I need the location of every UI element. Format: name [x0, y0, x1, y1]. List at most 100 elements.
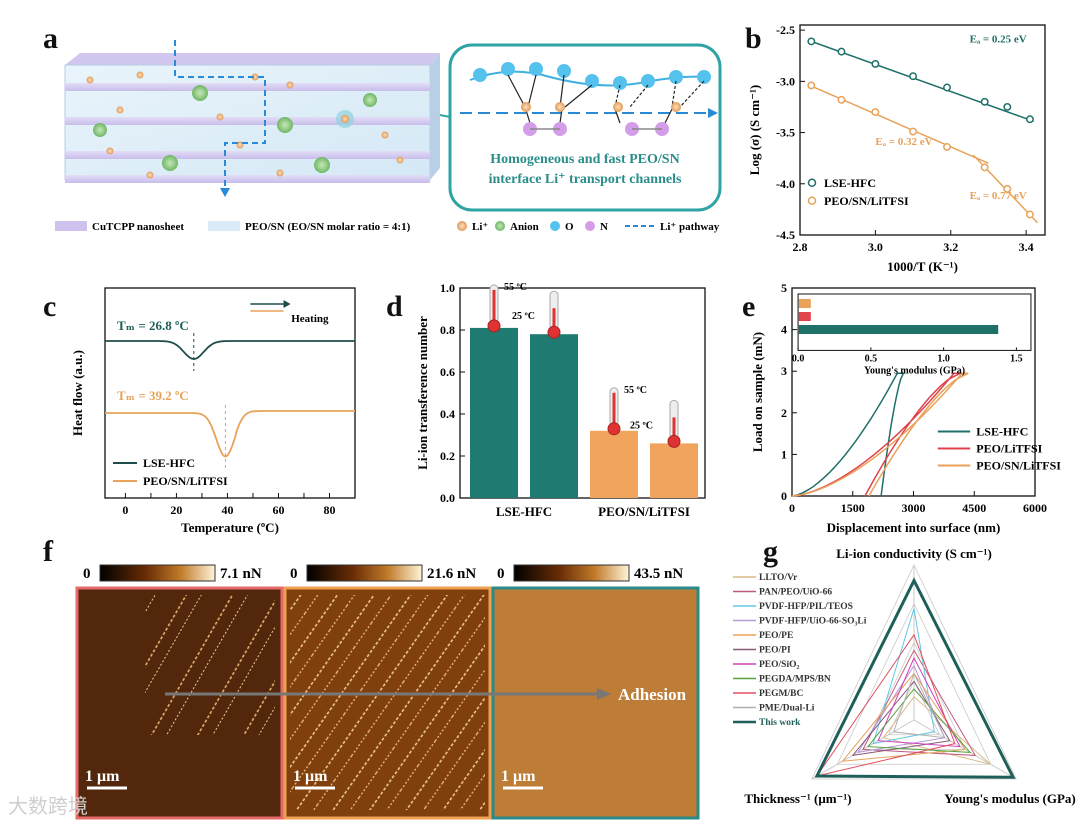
y-tick-label: 0.8 [440, 323, 455, 337]
y-tick-label: -4.0 [776, 177, 795, 191]
afm-image-1: 1 μm [75, 586, 284, 820]
legend-label: PEO/PE [759, 631, 793, 641]
plot-frame [459, 287, 706, 499]
legend-marker [807, 178, 817, 188]
colorbar-1-max: 7.1 nN [220, 566, 262, 582]
panel-c-chart: 0 20 40 60 80 Temperature (ºC) Heat flow (a.u.… [70, 287, 356, 535]
fit-line-peo-low [807, 83, 989, 164]
legend-label: PEO/SN/LiTFSI [143, 474, 228, 488]
panel-f-afm: 0 7.1 nN 0 21.6 nN 0 43.5 nN 1 μm 1 μm 1… [75, 564, 700, 820]
y-tick-label: -2.5 [776, 23, 795, 37]
y-tick-label: 1 [781, 447, 787, 461]
legend-label: This work [759, 718, 801, 728]
inset-bar [798, 325, 999, 334]
legend-peo-sn: PEO/SN (EO/SN molar ratio = 4:1) [245, 221, 411, 233]
data-point [909, 127, 918, 136]
thermometer-fill [612, 392, 616, 425]
inset-tick-label: 0.5 [865, 353, 878, 364]
annotation-ea-032: Eₐ = 0.32 eV [875, 136, 932, 148]
load-displacement-curve [791, 372, 961, 497]
panel-label-g: g [763, 535, 778, 568]
y-tick-label: 0.2 [440, 449, 455, 463]
colorbar-2-max: 21.6 nN [427, 566, 476, 582]
afm-image-3: 1 μm [491, 586, 700, 820]
bar [470, 327, 518, 498]
inset-bar [798, 299, 811, 308]
thermometer-bulb [487, 319, 501, 333]
legend-label: PME/Dual-Li [759, 704, 815, 714]
x-axis-label: 1000/T (K⁻¹) [887, 259, 958, 274]
y-tick-label: 3 [781, 364, 787, 378]
thermometer-bulb [547, 325, 561, 339]
x-tick-label: 0 [789, 501, 795, 515]
data-point [1003, 184, 1012, 193]
panel-label-b: b [745, 22, 762, 55]
legend-label: LLTO/Vr [759, 573, 798, 583]
heat-flow-curve [105, 410, 355, 458]
afm-image-2: 1 μm [283, 586, 492, 820]
annotation-ea-077: Eₐ = 0.77 eV [970, 190, 1027, 202]
y-tick-label: 1.0 [440, 281, 455, 295]
legend-label: PEO/LiTFSI [976, 442, 1042, 456]
x-tick-label: 20 [170, 503, 182, 517]
colorbar-3-min: 0 [497, 566, 505, 582]
thermometer-fill [492, 289, 496, 322]
y-tick-label: 0.4 [440, 407, 455, 421]
interface-callout: Homogeneous and fast PEO/SN interface Li… [448, 43, 722, 212]
adhesion-arrow: Adhesion [165, 685, 687, 704]
inset-bar [798, 312, 811, 321]
legend-label: PVDF-HFP/PIL/TEOS [759, 602, 853, 612]
legend-n: N [600, 221, 608, 233]
data-point [980, 97, 989, 106]
panel-g-radar: Li-ion conductivity (S cm⁻¹) Thickness⁻¹ … [733, 546, 1076, 806]
legend-label: PEO/SN/LiTFSI [824, 194, 909, 208]
data-point [943, 83, 951, 92]
x-tick-label: 0 [122, 503, 128, 517]
category-label: PEO/SN/LiTFSI [598, 504, 690, 519]
data-point [807, 81, 816, 90]
callout-line1: Homogeneous and fast PEO/SN [490, 152, 679, 167]
y-tick-label: -4.5 [776, 228, 795, 242]
bar [530, 334, 578, 498]
panel-label-a: a [43, 22, 58, 55]
radar-series [856, 664, 946, 754]
legend-li: Li⁺ [472, 221, 488, 233]
watermark: 大数跨境 [8, 794, 88, 818]
scalebar-3: 1 μm [501, 768, 536, 785]
inset-tick-label: 1.0 [937, 353, 950, 364]
y-tick-label: 4 [781, 323, 787, 337]
radar-series [867, 688, 972, 753]
radar-series [892, 672, 946, 739]
legend-marker [807, 196, 817, 206]
legend-pathway: Li⁺ pathway [660, 221, 720, 233]
x-tick-label: 60 [272, 503, 284, 517]
x-tick-label: 3.2 [943, 240, 958, 254]
x-tick-label: 2.8 [793, 240, 808, 254]
callout-line2: interface Li⁺ transport channels [489, 172, 682, 187]
legend-label: PVDF-HFP/UiO-66-SO₃Li [759, 617, 867, 627]
x-tick-label: 3000 [902, 501, 926, 515]
adhesion-label: Adhesion [618, 685, 687, 704]
category-label: LSE-HFC [496, 504, 552, 519]
temp-label-25: 25 ºC [630, 420, 653, 431]
legend-anion: Anion [510, 221, 539, 233]
legend-label: PAN/PEO/UiO-66 [759, 588, 832, 598]
data-point [1025, 210, 1034, 219]
thermometer-bulb [607, 422, 621, 436]
colorbar-1: 0 7.1 nN [83, 564, 262, 582]
scalebar-2: 1 μm [293, 768, 328, 785]
panel-label-d: d [386, 290, 403, 323]
legend-label: LSE-HFC [976, 425, 1028, 439]
plot-frame [799, 24, 1046, 236]
heat-flow-curve [105, 340, 355, 360]
legend-label: LSE-HFC [143, 456, 195, 470]
y-tick-label: 2 [781, 406, 787, 420]
temp-label-55: 55 ºC [504, 282, 527, 293]
inset-tick-label: 1.5 [1010, 353, 1023, 364]
y-axis-label: Load on sample (mN) [750, 332, 765, 452]
panel-a-legend: CuTCPP nanosheet PEO/SN (EO/SN molar rat… [55, 221, 720, 233]
heating-label: Heating [291, 313, 329, 325]
data-point [871, 59, 880, 68]
y-tick-label: -3.0 [776, 74, 795, 88]
x-axis-label: Temperature (ºC) [181, 520, 279, 535]
